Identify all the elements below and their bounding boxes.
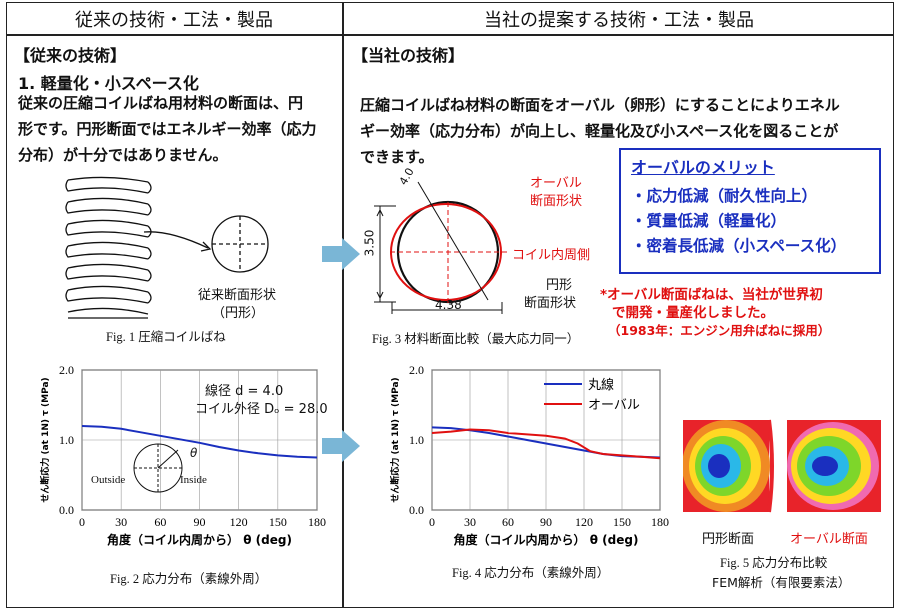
- x-tick-label: 60: [154, 515, 166, 529]
- right-body-line: できます。: [360, 148, 434, 166]
- fig3-oval-label1: オーバル: [530, 176, 582, 191]
- oval-merit-box: オーバルのメリット ・応力低減（耐久性向上） ・質量低減（軽量化） ・密着長低減…: [619, 148, 881, 274]
- y-tick-label: 0.0: [409, 503, 424, 517]
- column-divider: [342, 2, 344, 608]
- y-tick-label: 0.0: [59, 503, 74, 517]
- x-tick-label: 30: [464, 515, 476, 529]
- merit-item: ・密着長低減（小スペース化）: [631, 237, 847, 255]
- arrow-right-icon: [322, 430, 360, 462]
- x-tick-label: 120: [230, 515, 248, 529]
- y-tick-label: 1.0: [409, 433, 424, 447]
- series-line: [431, 428, 661, 460]
- x-tick-label: 90: [194, 515, 206, 529]
- right-section-title: 【当社の技術】: [352, 46, 465, 65]
- note-line: *オーバル断面ばねは、当社が世界初: [600, 287, 823, 303]
- fig3-caption: Fig. 3 材料断面比較（最大応力同一）: [372, 332, 580, 346]
- cross-section-diagram: [374, 181, 508, 314]
- fig2-legend1: 線径 d = 4.0: [205, 384, 284, 399]
- y-tick-label: 1.0: [59, 433, 74, 447]
- note-line: で開発・量産化しました。: [612, 305, 774, 321]
- y-axis-label: せん断応力 (at 1N) τ (MPa): [389, 377, 401, 502]
- x-tick-label: 120: [575, 515, 593, 529]
- legend-label: オーバル: [588, 398, 640, 413]
- header-divider: [6, 34, 894, 36]
- right-body-line: 圧縮コイルばね材料の断面をオーバル（卵形）にすることによりエネル: [360, 96, 840, 114]
- fig2-outside: Outside: [91, 474, 126, 486]
- fig2-inside: Inside: [180, 474, 207, 486]
- fig3-circle-label2: 断面形状: [524, 296, 577, 311]
- fig3-dim-left: 3.50: [362, 229, 377, 257]
- fig1-label2: （円形）: [212, 306, 265, 321]
- y-axis-label: せん断応力 (at 1N) τ (MPa): [39, 377, 51, 502]
- left-body-line: 従来の圧縮コイルばね用材料の断面は、円: [18, 94, 304, 112]
- x-axis-label: 角度（コイル内周から） θ (deg): [454, 532, 639, 547]
- spring-diagram: [65, 176, 269, 319]
- x-tick-label: 30: [115, 515, 127, 529]
- x-tick-label: 150: [613, 515, 631, 529]
- x-tick-label: 180: [308, 515, 326, 529]
- fig2-caption: Fig. 2 応力分布（素線外周）: [110, 572, 268, 586]
- fig3-dim-bottom: 4.38: [435, 298, 462, 312]
- fig2-chart: 0 30 60 90 120 150 180 0.0 1.0 2.0 角度（コイル内周から） θ (…: [39, 363, 326, 547]
- y-tick-label: 2.0: [409, 363, 424, 377]
- fem-oval-label: オーバル断面: [790, 532, 868, 547]
- right-body: 圧縮コイルばね材料の断面をオーバル（卵形）にすることによりエネル ギー効率（応力…: [360, 92, 890, 170]
- fem-contour-images: [683, 419, 881, 513]
- page-frame: [6, 2, 894, 608]
- left-subtitle: 1. 軽量化・小スペース化: [18, 74, 199, 93]
- arrow-right-icon: [322, 238, 360, 270]
- fig1-label1: 従来断面形状: [198, 288, 277, 303]
- fig1-caption: Fig. 1 圧縮コイルばね: [106, 330, 226, 344]
- x-tick-label: 0: [79, 515, 85, 529]
- fig5-caption1: Fig. 5 応力分布比較: [720, 556, 828, 570]
- fig2-theta: θ: [190, 446, 198, 460]
- legend-label: 丸線: [588, 377, 614, 393]
- fig3-circle-label1: 円形: [546, 278, 573, 293]
- fig3-inner-label: コイル内周側: [512, 248, 591, 263]
- left-body: 従来の圧縮コイルばね用材料の断面は、円 形です。円形断面ではエネルギー効率（応力…: [18, 90, 338, 168]
- note-line: （1983年：エンジン用弁ばねに採用）: [608, 323, 831, 338]
- y-tick-label: 2.0: [59, 363, 74, 377]
- merit-title: オーバルのメリット: [631, 158, 775, 177]
- fig2-inset-diagram: [133, 443, 183, 493]
- left-body-line: 形です。円形断面ではエネルギー効率（応力: [18, 120, 317, 138]
- left-section-title: 【従来の技術】: [14, 46, 127, 65]
- merit-item: ・応力低減（耐久性向上）: [631, 187, 818, 205]
- fig4-caption: Fig. 4 応力分布（素線外周）: [452, 566, 610, 580]
- fig4-chart: 0 30 60 90 120 150 180 0.0 1.0 2.0 角度（コイル内周から） θ (…: [389, 363, 669, 547]
- right-header: 当社の提案する技術・工法・製品: [484, 10, 754, 31]
- left-body-line: 分布）が十分ではありません。: [18, 146, 228, 164]
- merit-item: ・質量低減（軽量化）: [631, 212, 787, 230]
- fig2-legend2: コイル外径 Dₒ = 28.0: [195, 402, 328, 417]
- fem-circle-label: 円形断面: [702, 532, 755, 547]
- x-tick-label: 180: [651, 515, 669, 529]
- right-body-line: ギー効率（応力分布）が向上し、軽量化及び小スペース化を図ることが: [360, 122, 839, 140]
- left-header: 従来の技術・工法・製品: [75, 10, 273, 31]
- fig5-caption2: FEM解析（有限要素法）: [712, 575, 851, 590]
- x-axis-label: 角度（コイル内周から） θ (deg): [107, 532, 292, 547]
- world-first-note: *オーバル断面ばねは、当社が世界初 で開発・量産化しました。 （1983年：エン…: [600, 286, 830, 340]
- x-tick-label: 0: [429, 515, 435, 529]
- fig3-oval-label2: 断面形状: [530, 194, 583, 209]
- series-line: [81, 425, 318, 459]
- x-tick-label: 90: [540, 515, 552, 529]
- x-tick-label: 150: [269, 515, 287, 529]
- x-tick-label: 60: [502, 515, 514, 529]
